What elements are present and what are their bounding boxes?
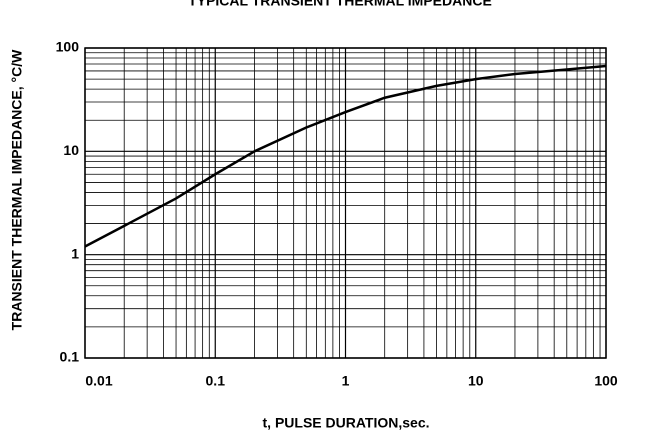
x-tick-label: 0.01 [85,373,112,389]
data-line [84,64,607,248]
chart-title: TYPICAL TRANSIENT THERMAL IMPEDANCE [188,0,492,9]
x-tick-label: 0.1 [206,373,226,389]
x-tick-label: 100 [594,373,618,389]
y-tick-label: 0.1 [60,349,80,365]
y-tick-label: 1 [71,245,79,261]
x-tick-label: 10 [468,373,484,389]
y-tick-label: 10 [63,142,79,158]
y-tick-label: 100 [56,39,80,55]
y-axis-label: TRANSIENT THERMAL IMPEDANCE, °C/W [9,49,25,330]
x-tick-label: 1 [342,373,350,389]
x-axis-label: t, PULSE DURATION,sec. [263,415,430,431]
plot-frame [84,47,607,359]
